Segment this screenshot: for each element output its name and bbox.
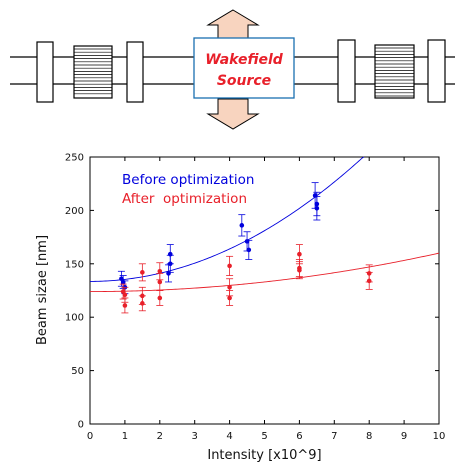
x-tick-label: 0 xyxy=(87,431,93,442)
quadrupole-right-coils xyxy=(375,47,414,97)
wakefield-source-label-1: Wakefield xyxy=(205,52,284,68)
quadrupole-left-coils xyxy=(74,48,112,95)
quadrupole-right xyxy=(374,44,415,99)
data-point-1 xyxy=(138,295,146,312)
y-tick-label: 150 xyxy=(65,259,84,270)
magnet-left-1 xyxy=(36,41,54,103)
y-tick-label: 0 xyxy=(78,420,84,431)
data-point-1 xyxy=(138,263,146,282)
x-tick-label: 9 xyxy=(401,431,407,442)
y-tick-label: 200 xyxy=(65,206,84,217)
magnet-left-2 xyxy=(126,41,144,103)
arrow-down-icon xyxy=(206,98,260,130)
x-tick-label: 7 xyxy=(331,431,337,442)
wakefield-source-box xyxy=(193,37,295,99)
wakefield-source-label-2: Source xyxy=(217,73,271,89)
x-tick-label: 4 xyxy=(226,431,232,442)
data-point-1 xyxy=(156,273,164,291)
x-ticks: 0 1 2 3 4 5 6 7 8 9 10 xyxy=(87,157,446,442)
x-tick-label: 8 xyxy=(366,431,372,442)
beamline-diagram: Wakefield Source xyxy=(10,9,455,130)
data-point-1 xyxy=(121,297,129,314)
legend-before: Before optimization xyxy=(122,172,254,188)
data-point-1 xyxy=(365,271,373,290)
x-tick-label: 1 xyxy=(122,431,128,442)
y-tick-label: 50 xyxy=(71,366,84,377)
fit-curve-1 xyxy=(90,252,440,293)
data-point-0 xyxy=(313,196,321,221)
arrow-up-icon xyxy=(206,9,260,41)
data-point-0 xyxy=(245,239,253,260)
x-tick-label: 2 xyxy=(157,431,163,442)
data-point-1 xyxy=(156,290,164,306)
data-point-1 xyxy=(226,290,234,306)
fit-curve-0 xyxy=(90,156,365,282)
data-point-0 xyxy=(165,264,173,283)
data-point-0 xyxy=(166,244,174,265)
y-axis-label: Beam sizae [nm] xyxy=(35,235,50,345)
data-points xyxy=(117,182,373,314)
data-point-0 xyxy=(238,214,246,237)
magnet-right-2 xyxy=(427,39,446,103)
magnet-right-1 xyxy=(337,39,356,103)
x-axis-label: Intensity [x10^9] xyxy=(207,448,321,463)
x-tick-label: 6 xyxy=(296,431,302,442)
fit-curves xyxy=(90,156,440,293)
quadrupole-left xyxy=(73,45,113,99)
x-tick-label: 3 xyxy=(192,431,198,442)
chart: 0 1 2 3 4 5 6 7 8 9 10 0 50 100 150 200 250 Intensity [… xyxy=(35,153,445,464)
x-tick-label: 5 xyxy=(261,431,267,442)
y-tick-label: 250 xyxy=(65,153,84,164)
legend-after: After optimization xyxy=(122,191,247,207)
data-point-1 xyxy=(295,261,303,280)
x-tick-label: 10 xyxy=(433,431,446,442)
y-ticks: 0 50 100 150 200 250 xyxy=(65,153,439,431)
y-tick-label: 100 xyxy=(65,313,84,324)
data-point-1 xyxy=(226,255,234,276)
